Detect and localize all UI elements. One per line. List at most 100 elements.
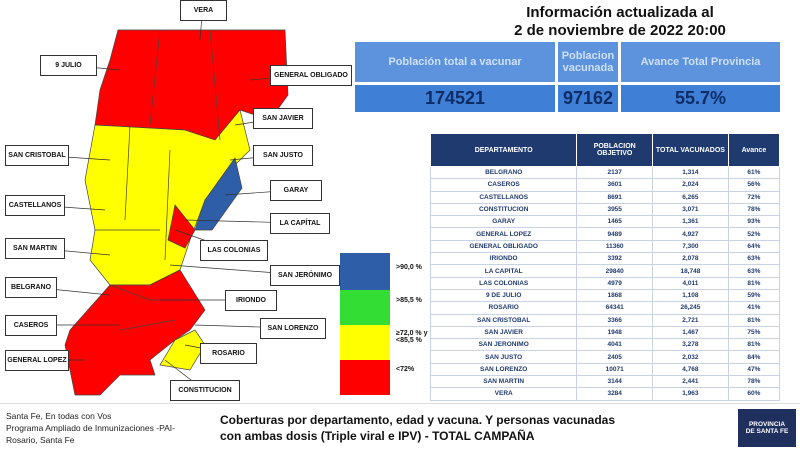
cell: 18,748 <box>652 264 729 278</box>
cell: 9 DE JULIO <box>429 288 578 303</box>
summary: Población total a vacunar 174521 Poblacion… <box>355 42 780 112</box>
cell: 3366 <box>576 313 653 327</box>
cell: 64% <box>727 239 781 254</box>
cell: 81% <box>727 276 781 290</box>
region <box>167 204 196 249</box>
cell: 6,265 <box>652 190 729 204</box>
cell: GENERAL LOPEZ <box>429 227 578 241</box>
table-row: CASTELLANOS 8691 6,265 72% <box>429 190 781 204</box>
legend-swatch <box>340 325 390 360</box>
cell: 3392 <box>576 252 653 266</box>
cell: VERA <box>429 387 578 401</box>
summary-value: 55.7% <box>621 85 780 112</box>
logo-text: PROVINCIA <box>748 421 786 428</box>
cell: 41% <box>727 301 781 315</box>
cell: 3284 <box>576 387 653 401</box>
cell: 61% <box>727 165 781 180</box>
footer-title: con ambas dosis (Triple viral e IPV) - T… <box>220 429 535 443</box>
cell: 9489 <box>576 227 653 241</box>
cell: 1,314 <box>652 165 729 180</box>
cell: 7,300 <box>652 239 729 254</box>
map-label: LAS COLONIAS <box>200 240 268 261</box>
table-row: SAN JAVIER 1948 1,467 75% <box>429 325 781 340</box>
footer: Santa Fe, En todas con Vos Programa Ampl… <box>0 403 800 450</box>
cell: 29840 <box>576 264 653 278</box>
table-row: SAN LORENZO 10071 4,768 47% <box>429 362 781 377</box>
cell: 60% <box>727 387 781 401</box>
table-row: CONSTITUCION 3955 3,071 78% <box>429 202 781 217</box>
table-row: SAN JUSTO 2405 2,032 84% <box>429 350 781 364</box>
cell: 75% <box>727 325 781 340</box>
cell: 1868 <box>576 288 653 303</box>
legend-swatch <box>340 290 390 325</box>
cell: 10071 <box>576 362 653 377</box>
map-label: SAN JAVIER <box>253 108 313 129</box>
footer-text: Programa Ampliado de Inmunizaciones -PAI… <box>6 423 175 433</box>
map-label: GENERAL LOPEZ <box>5 350 69 371</box>
table-row: ROSARIO 64341 26,245 41% <box>429 301 781 315</box>
table-row: GENERAL OBLIGADO 11360 7,300 64% <box>429 239 781 254</box>
table-row: IRIONDO 3392 2,078 63% <box>429 252 781 266</box>
cell: 1,963 <box>652 387 729 401</box>
map-label: GENERAL OBLIGADO <box>270 65 352 86</box>
map-label: CASEROS <box>5 315 57 336</box>
map-label: LA CAPÍTAL <box>270 213 330 234</box>
cell: 2,721 <box>652 313 729 327</box>
cell: 63% <box>727 252 781 266</box>
table-row: 9 DE JULIO 1868 1,108 59% <box>429 288 781 303</box>
map-label: CONSTITUCION <box>170 380 240 401</box>
region <box>194 157 243 231</box>
map-label: IRIONDO <box>225 290 277 311</box>
cell: LAS COLONIAS <box>429 276 578 290</box>
cell: 78% <box>727 202 781 217</box>
table-row: CASEROS 3601 2,024 56% <box>429 178 781 192</box>
cell: 59% <box>727 288 781 303</box>
cell: 81% <box>727 338 781 352</box>
cell: 4041 <box>576 338 653 352</box>
map-label: 9 JULIO <box>40 55 97 76</box>
cell: 4,927 <box>652 227 729 241</box>
map-label: ROSARIO <box>200 343 257 364</box>
cell: 1,108 <box>652 288 729 303</box>
table-row: SAN JERONIMO 4041 3,278 81% <box>429 338 781 352</box>
cell: 26,245 <box>652 301 729 315</box>
logo-text: DE SANTA FE <box>745 428 789 435</box>
cell: ROSARIO <box>429 301 578 315</box>
cell: 72% <box>727 190 781 204</box>
cell: CONSTITUCION <box>429 202 578 217</box>
cell: 52% <box>727 227 781 241</box>
cell: 2405 <box>576 350 653 364</box>
footer-text: Rosario, Santa Fe <box>6 435 75 445</box>
cell: 4979 <box>576 276 653 290</box>
summary-header: Población total a vacunar <box>355 42 555 82</box>
cell: 1,361 <box>652 215 729 229</box>
summary-value: 97162 <box>558 85 618 112</box>
cell: 2,441 <box>652 375 729 389</box>
column-header: Avance <box>727 133 781 167</box>
cell: 4,768 <box>652 362 729 377</box>
footer-title: Coberturas por departamento, edad y vacu… <box>220 413 616 427</box>
cell: GENERAL OBLIGADO <box>429 239 578 254</box>
column-header: DEPARTAMENTO <box>429 133 578 167</box>
cell: 93% <box>727 215 781 229</box>
title: Información actualizada al <box>526 4 714 21</box>
cell: 3955 <box>576 202 653 217</box>
cell: 63% <box>727 264 781 278</box>
cell: 2,024 <box>652 178 729 192</box>
legend-label: ≥72,0 % y <85,5 % <box>396 330 428 344</box>
cell: IRIONDO <box>429 252 578 266</box>
map <box>29 9 311 396</box>
cell: SAN JUSTO <box>429 350 578 364</box>
map-label: SAN JERÓNIMO <box>270 265 340 286</box>
column-header: TOTAL VACUNADOS <box>652 133 729 167</box>
legend-label: <72% <box>396 366 415 373</box>
cell: SAN JERONIMO <box>429 338 578 352</box>
region <box>64 269 206 396</box>
legend-swatch <box>340 253 390 290</box>
table-row: SAN CRISTOBAL 3366 2,721 81% <box>429 313 781 327</box>
map-label: SAN MARTIN <box>5 238 65 259</box>
cell: 56% <box>727 178 781 192</box>
map-label: CASTELLANOS <box>5 195 65 216</box>
cell: 2,032 <box>652 350 729 364</box>
